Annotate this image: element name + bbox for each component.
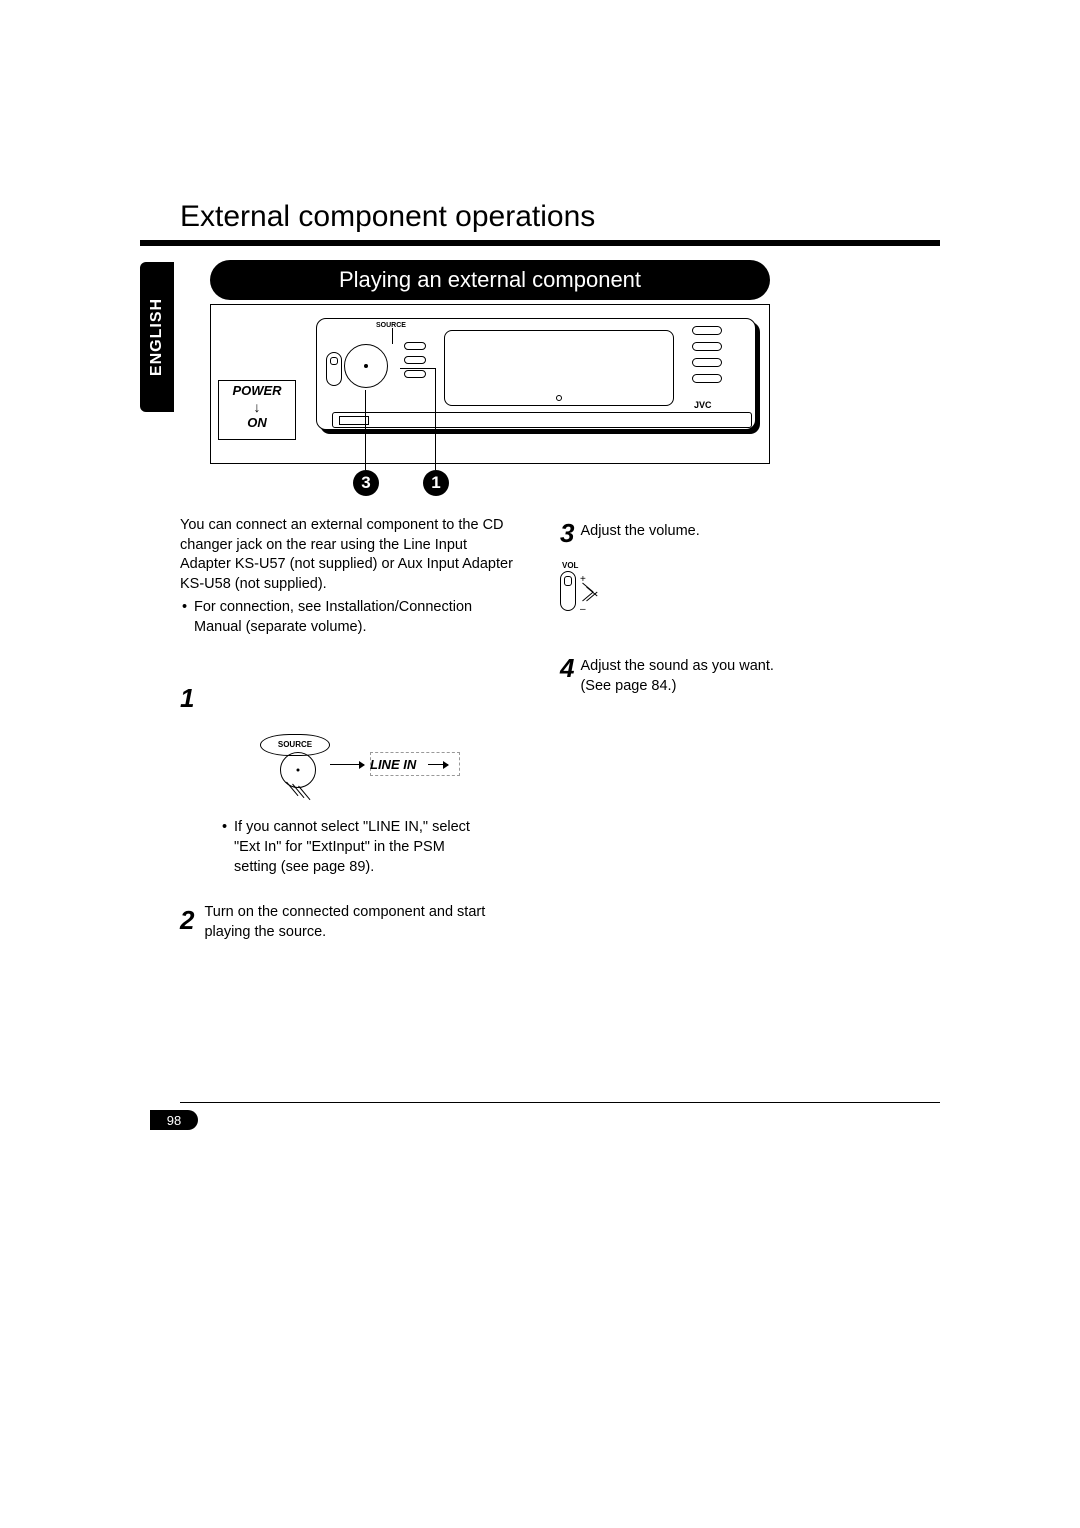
step-4: 4 Adjust the sound as you want. (See pag… — [560, 651, 890, 696]
step-number: 4 — [560, 651, 574, 696]
source-knob — [344, 344, 388, 388]
source-label: SOURCE — [376, 322, 406, 329]
source-knob-icon — [280, 752, 316, 788]
minus-icon: – — [580, 603, 586, 617]
device-bottom-strip — [332, 412, 752, 428]
section-subtitle: Playing an external component — [210, 260, 770, 300]
intro-bullet: For connection, see Installation/Connect… — [180, 598, 520, 637]
brand-label: JVC — [694, 400, 712, 410]
power-label-l2: ON — [219, 415, 295, 431]
callout-number-1: 1 — [423, 470, 449, 496]
device-button — [692, 326, 722, 335]
step-1: 1 SOURCE LINE IN If you cannot select "L… — [180, 681, 520, 877]
title-underline — [140, 240, 940, 246]
callout-line — [400, 368, 436, 369]
arrow-icon — [330, 764, 364, 765]
footer-rule — [180, 1102, 940, 1103]
left-button-column — [404, 342, 426, 378]
step-3-text: Adjust the volume. — [580, 516, 699, 551]
volume-roller — [326, 352, 342, 386]
line-in-label: LINE IN — [370, 756, 416, 774]
device-button — [404, 356, 426, 364]
note-line: setting (see page 89). — [220, 858, 520, 878]
device-button — [404, 370, 426, 378]
callout-number-3: 3 — [353, 470, 379, 496]
step-4-line2: (See page 84.) — [580, 677, 773, 697]
intro-paragraph: You can connect an external component to… — [180, 516, 520, 594]
volume-diagram: VOL + – — [560, 561, 640, 621]
page-content: External component operations ENGLISH Pl… — [140, 200, 940, 246]
device-display — [444, 330, 674, 406]
down-arrow-icon: ↓ — [219, 399, 295, 416]
device-button — [692, 374, 722, 383]
language-tab: ENGLISH — [140, 262, 174, 412]
arrow-icon — [428, 764, 448, 765]
left-column: You can connect an external component to… — [180, 516, 520, 942]
device-button — [692, 342, 722, 351]
step-2: 2 Turn on the connected component and st… — [180, 903, 520, 942]
source-select-diagram: SOURCE LINE IN — [260, 734, 490, 794]
device-button — [692, 358, 722, 367]
power-label-box: POWER ↓ ON — [218, 380, 296, 440]
source-callout-line — [392, 328, 393, 344]
note-line: "Ext In" for "ExtInput" in the PSM — [220, 838, 520, 858]
callout-line — [435, 368, 436, 470]
page-title: External component operations — [180, 200, 940, 234]
step-number: 2 — [180, 903, 194, 942]
step-4-line1: Adjust the sound as you want. — [580, 657, 773, 677]
power-label-l1: POWER — [219, 383, 295, 399]
step-number: 1 — [180, 683, 194, 713]
step-number: 3 — [560, 516, 574, 551]
vol-label: VOL — [562, 561, 578, 572]
page-number-badge: 98 — [150, 1110, 198, 1130]
step-3: 3 Adjust the volume. — [560, 516, 890, 551]
step-2-text: Turn on the connected component and star… — [200, 903, 520, 942]
right-button-column — [692, 326, 722, 383]
language-label: ENGLISH — [148, 298, 166, 376]
volume-roller-icon — [560, 571, 576, 611]
note-line: If you cannot select "LINE IN," select — [220, 818, 520, 838]
callout-line — [365, 390, 366, 470]
right-column: 3 Adjust the volume. VOL + – 4 Adjust th… — [560, 516, 890, 696]
device-button — [404, 342, 426, 350]
step-1-note: If you cannot select "LINE IN," select "… — [180, 818, 520, 877]
